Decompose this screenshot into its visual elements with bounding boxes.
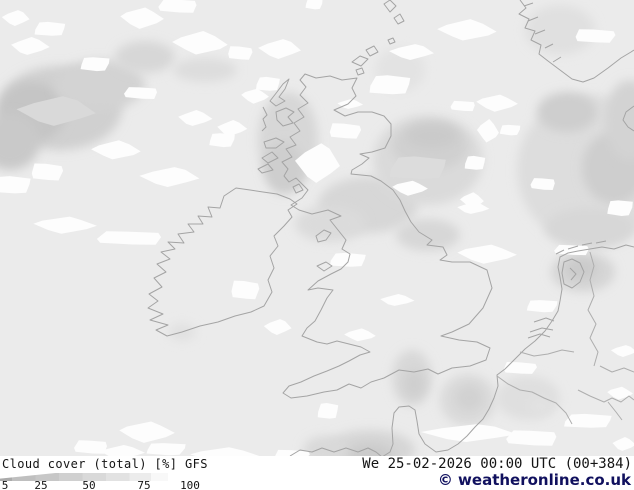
scale-tick: 5: [1, 479, 9, 490]
coastlines: [147, 0, 634, 456]
scale-tick: 50: [82, 479, 96, 490]
copyright-text: © weatheronline.co.uk: [437, 471, 631, 489]
light-gap-patches: [16, 96, 446, 179]
valid-datetime: We 25-02-2026 00:00 UTC (00+384): [362, 456, 632, 472]
scale-tick-labels: 5 25 50 75 100: [0, 479, 230, 490]
scale-tick: 75: [137, 479, 151, 490]
cloud-cover-map: [0, 0, 634, 456]
overcast-cloud-patches: [0, 0, 634, 456]
scale-tick: 25: [34, 479, 48, 490]
cloud-scale-gradient: [0, 473, 168, 481]
scale-tick: 100: [180, 479, 200, 490]
legend-bar: Cloud cover (total) [%] GFS We 25-02-202…: [0, 456, 634, 490]
country-borders: [496, 251, 634, 425]
product-title: Cloud cover (total) [%] GFS: [2, 457, 208, 471]
